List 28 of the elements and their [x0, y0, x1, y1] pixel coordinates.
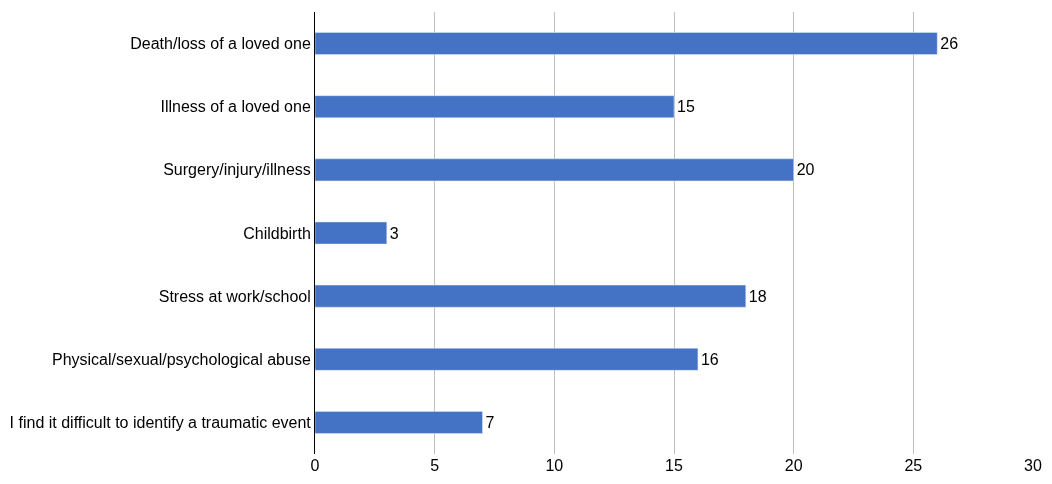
bar [315, 411, 483, 434]
bar [315, 284, 747, 308]
data-label: 15 [677, 98, 695, 116]
data-label: 26 [940, 35, 959, 53]
data-label: 18 [748, 287, 767, 305]
y-tick-label: Physical/sexual/psychological abuse [51, 350, 311, 368]
y-tick-label: Surgery/injury/illness [163, 161, 311, 179]
bar [315, 95, 675, 119]
y-tick-label: Illness of a loved one [160, 98, 311, 116]
x-tick-label: 20 [784, 457, 803, 474]
bar [315, 347, 699, 371]
data-label: 16 [700, 350, 719, 368]
bar [315, 32, 938, 55]
y-tick-label: I find it difficult to identify a traumatic event [9, 414, 312, 432]
y-tick-label: Stress at work/school [158, 287, 311, 305]
x-tick-label: 25 [904, 457, 923, 474]
data-label: 20 [796, 161, 815, 179]
y-tick-label: Death/loss of a loved one [130, 35, 311, 53]
data-label: 7 [485, 413, 495, 431]
x-tick-label: 30 [1024, 457, 1042, 474]
x-tick-label: 10 [545, 457, 564, 474]
y-tick-label: Childbirth [243, 224, 311, 242]
data-label: 3 [389, 224, 399, 242]
x-tick-label: 15 [665, 457, 683, 474]
bar [315, 221, 388, 245]
bar [315, 158, 794, 182]
x-tick-label: 0 [310, 457, 320, 474]
x-tick-label: 5 [430, 457, 440, 474]
